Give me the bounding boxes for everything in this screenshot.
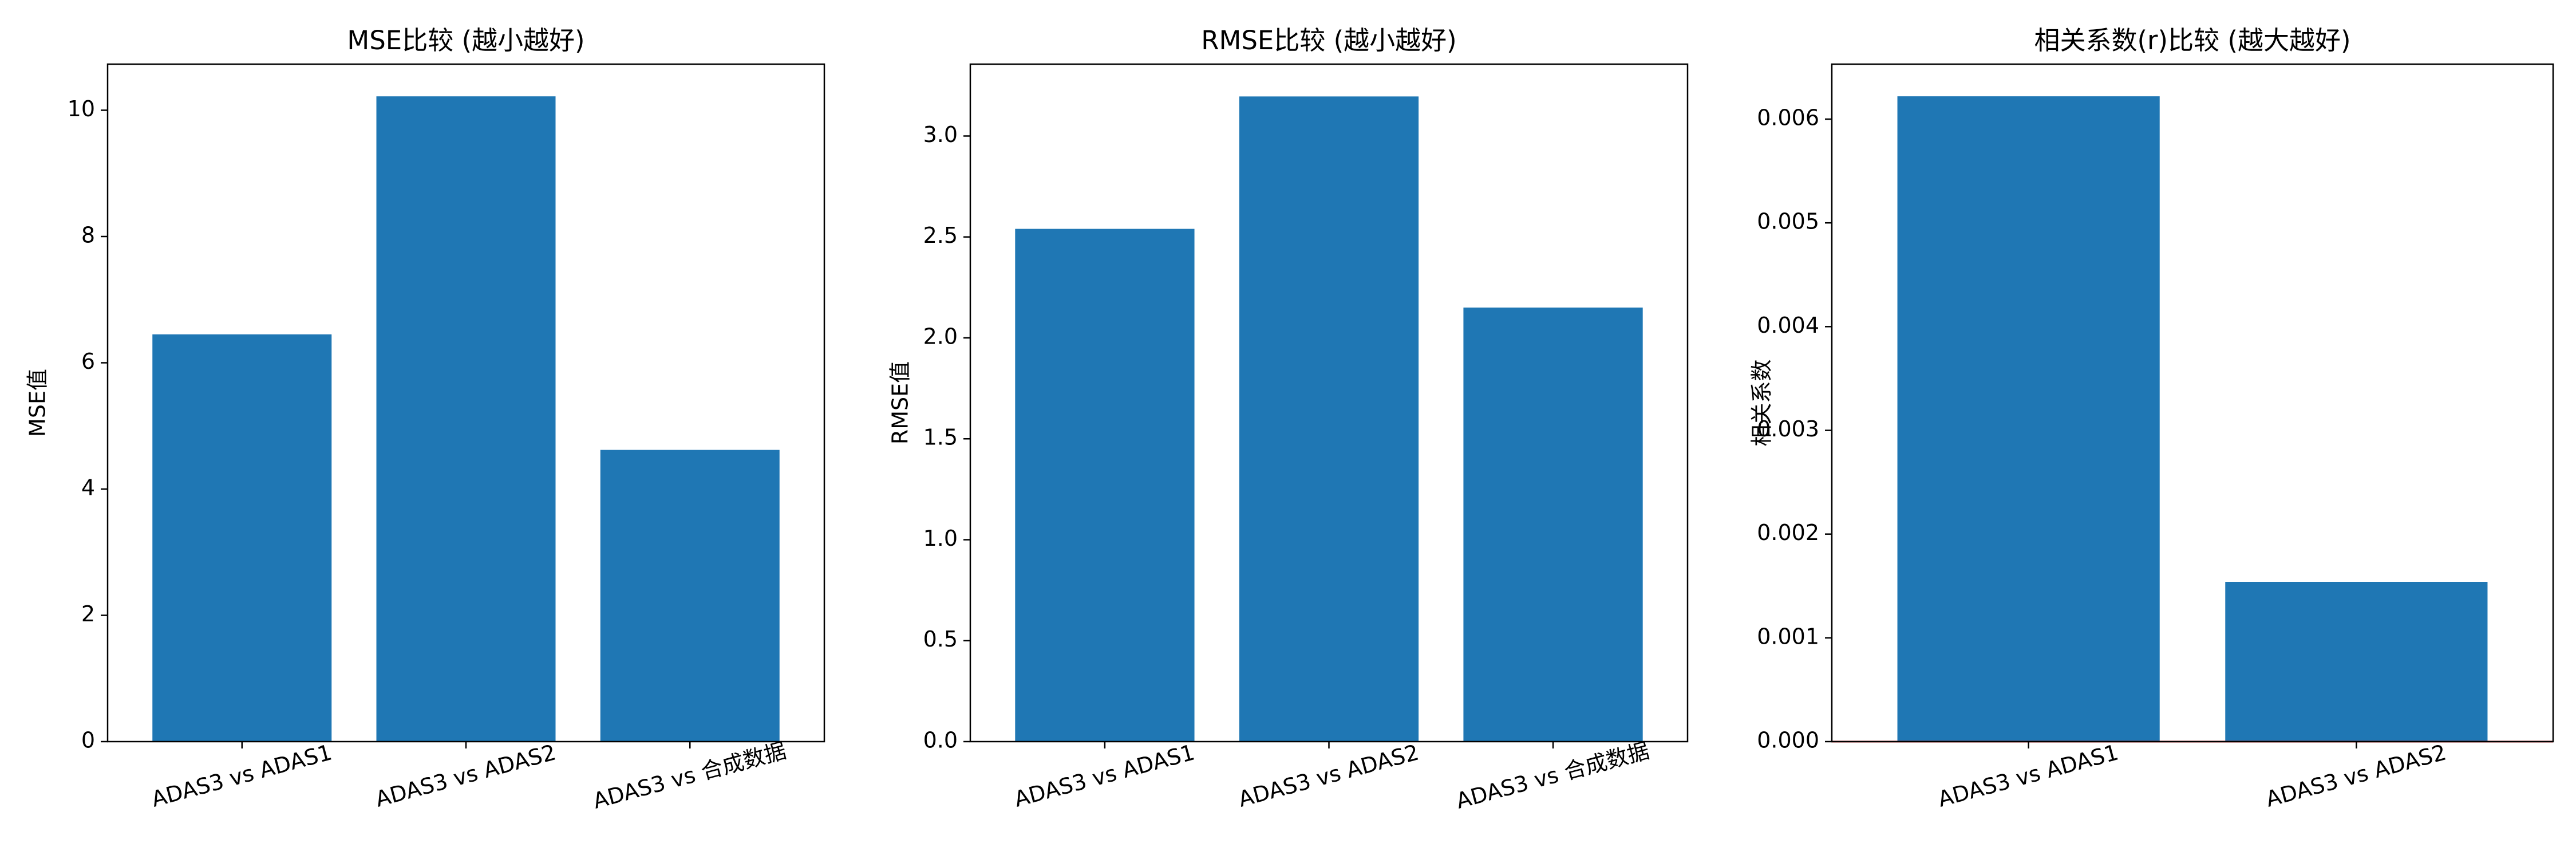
chart-title: MSE比较 (越小越好): [347, 25, 584, 56]
y-tick-label: 0.000: [1757, 728, 1819, 753]
y-tick-label: 1.5: [923, 425, 958, 450]
y-tick-label: 0.001: [1757, 624, 1819, 649]
chart-title: 相关系数(r)比较 (越大越好): [2034, 25, 2350, 56]
y-tick-label: 0.006: [1757, 105, 1819, 131]
y-tick-label: 0.5: [923, 626, 958, 652]
y-tick-label: 0.0: [923, 728, 958, 753]
y-tick-label: 4: [81, 475, 95, 500]
y-tick-label: 1.0: [923, 526, 958, 551]
y-tick-label: 8: [81, 222, 95, 247]
y-tick-label: 0: [81, 728, 95, 753]
chart-title: RMSE比较 (越小越好): [1201, 25, 1457, 56]
axes-frame: [1831, 63, 2554, 743]
bar-1: [1897, 96, 2160, 742]
y-tick-label: 0.004: [1757, 313, 1819, 338]
y-tick-label: 0.003: [1757, 416, 1819, 442]
chart-panel-3: 0.0000.0010.0020.0030.0040.0050.006ADAS3…: [1749, 25, 2554, 812]
bar-2: [1239, 96, 1419, 742]
y-tick-label: 0.002: [1757, 520, 1819, 545]
y-tick-label: 2.0: [923, 324, 958, 349]
bar-1: [1015, 228, 1195, 742]
bar-2: [376, 96, 556, 742]
y-tick-label: 2.5: [923, 223, 958, 248]
y-tick-label: 6: [81, 349, 95, 374]
y-tick-label: 2: [81, 601, 95, 626]
bar-3: [600, 450, 780, 742]
bar-3: [1463, 308, 1643, 742]
bar-2: [2225, 582, 2488, 742]
y-axis-label: MSE值: [25, 369, 50, 437]
y-tick-label: 0.005: [1757, 209, 1819, 234]
y-tick-label: 10: [68, 96, 95, 121]
y-axis-label: 相关系数: [1749, 359, 1775, 446]
y-tick-label: 3.0: [923, 122, 958, 147]
y-axis-label: RMSE值: [888, 361, 913, 444]
bar-1: [152, 334, 332, 742]
